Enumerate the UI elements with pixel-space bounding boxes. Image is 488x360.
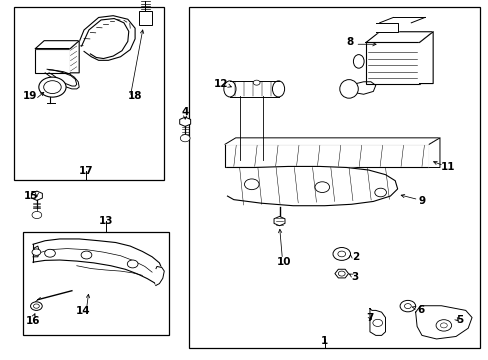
Circle shape [127,260,138,268]
Text: 7: 7 [365,313,372,323]
Polygon shape [375,23,397,32]
Text: 15: 15 [24,191,39,201]
Circle shape [440,323,447,328]
Circle shape [374,188,386,197]
Circle shape [435,320,451,331]
Circle shape [32,249,41,255]
Polygon shape [428,138,439,167]
Circle shape [404,303,410,309]
Polygon shape [227,166,397,206]
Polygon shape [415,306,471,339]
Text: 18: 18 [127,91,142,101]
Bar [35,49,70,73]
Bar [23,232,169,336]
Bar [138,11,152,24]
Text: 9: 9 [418,197,425,206]
Text: 12: 12 [213,78,228,89]
Circle shape [81,251,92,259]
Circle shape [32,211,41,219]
Circle shape [244,179,259,190]
Text: 3: 3 [351,272,358,282]
Polygon shape [419,32,432,84]
Polygon shape [70,41,79,73]
Circle shape [338,271,345,276]
Text: 19: 19 [22,91,37,101]
Bar [14,7,164,180]
Text: 5: 5 [455,315,462,325]
Text: 16: 16 [26,316,40,326]
Polygon shape [224,138,439,144]
Circle shape [39,77,66,97]
Polygon shape [35,41,79,49]
Text: 14: 14 [76,306,90,316]
Text: 17: 17 [79,166,94,176]
Text: 13: 13 [99,216,113,226]
Circle shape [30,302,42,310]
Ellipse shape [339,80,358,98]
Ellipse shape [272,81,284,97]
Circle shape [253,80,260,85]
Bar [188,7,479,348]
Ellipse shape [353,55,364,68]
Circle shape [337,251,345,257]
Circle shape [332,248,350,260]
Circle shape [399,300,415,312]
Text: 10: 10 [277,257,291,267]
Text: 8: 8 [346,37,353,48]
Circle shape [33,304,39,308]
Polygon shape [369,309,385,336]
Circle shape [372,319,382,327]
Polygon shape [366,32,432,42]
Circle shape [314,182,329,193]
Text: 2: 2 [351,252,358,262]
Circle shape [43,81,61,94]
Polygon shape [156,266,164,285]
Text: 6: 6 [416,305,423,315]
Text: 1: 1 [321,337,327,346]
Circle shape [180,135,190,142]
Text: 11: 11 [440,162,454,172]
Bar [366,42,419,84]
Bar [224,144,428,167]
Circle shape [44,249,55,257]
Ellipse shape [224,81,236,97]
Text: 4: 4 [181,107,188,117]
